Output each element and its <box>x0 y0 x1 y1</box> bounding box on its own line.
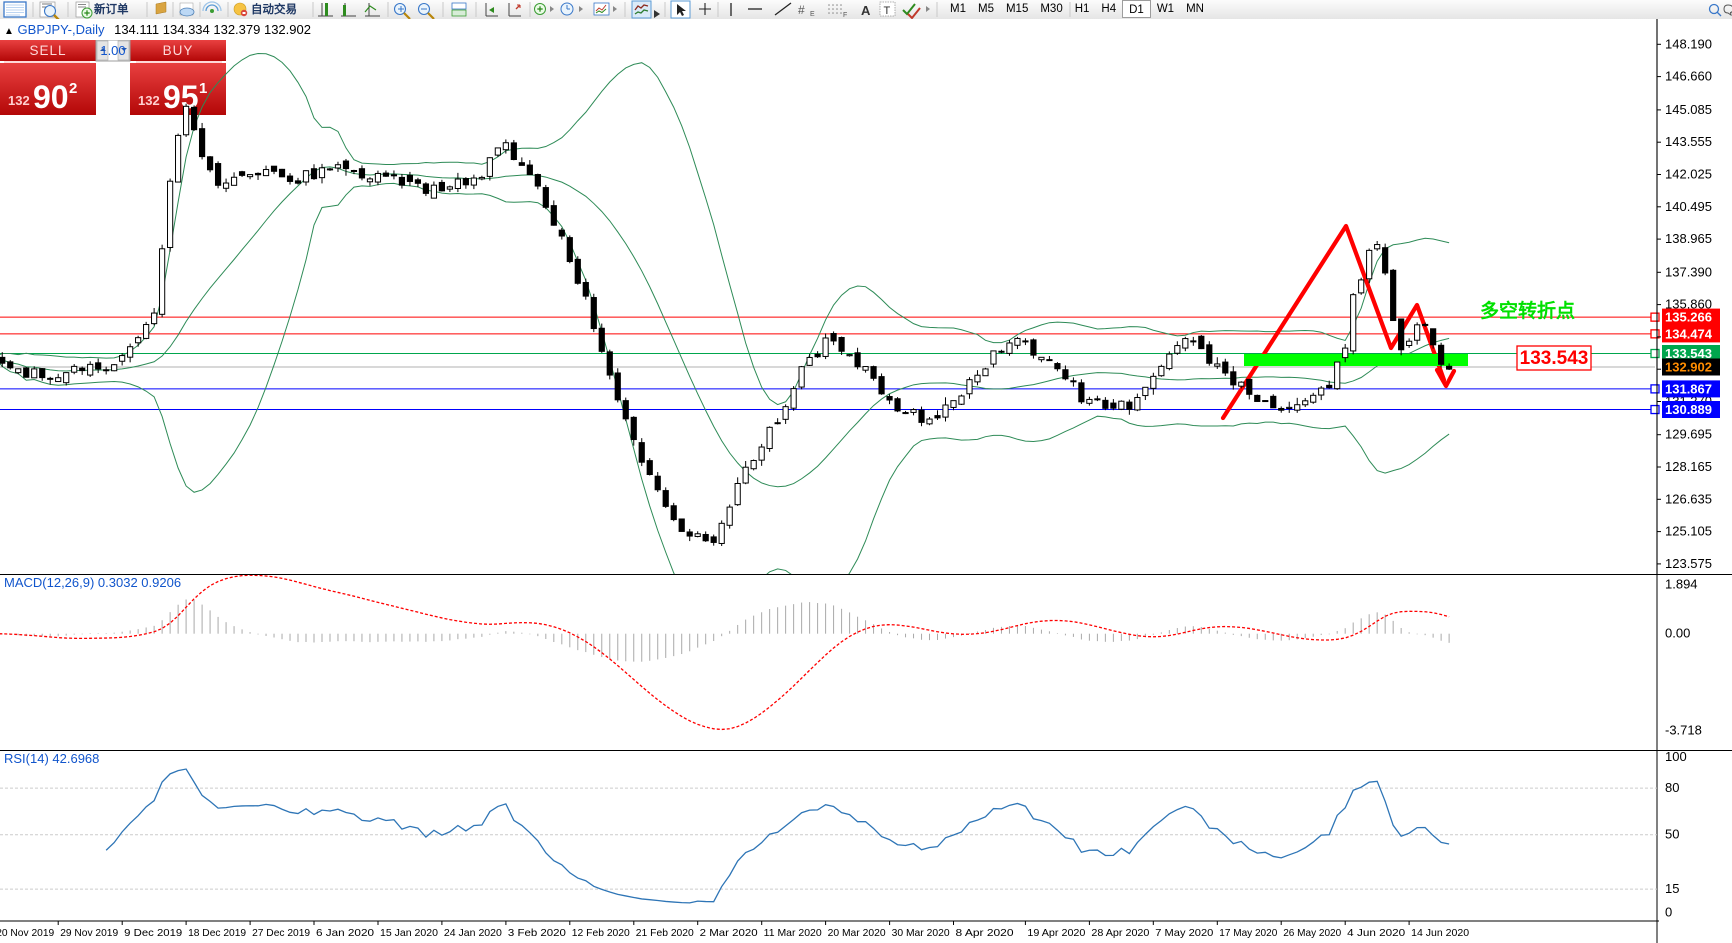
svg-text:20 Mar 2020: 20 Mar 2020 <box>828 928 886 939</box>
svg-text:132.902: 132.902 <box>1665 360 1712 375</box>
svg-text:100: 100 <box>1665 751 1687 764</box>
svg-text:新订单: 新订单 <box>94 2 129 16</box>
svg-text:134.474: 134.474 <box>1665 326 1713 341</box>
svg-text:128.165: 128.165 <box>1665 459 1712 474</box>
svg-text:2 Mar 2020: 2 Mar 2020 <box>700 928 758 939</box>
svg-text:18 Dec 2019: 18 Dec 2019 <box>188 928 246 939</box>
svg-text:RSI(14) 42.6968: RSI(14) 42.6968 <box>4 751 99 766</box>
svg-text:0: 0 <box>1665 904 1672 919</box>
svg-text:24 Jan 2020: 24 Jan 2020 <box>444 928 502 939</box>
svg-text:21 Feb 2020: 21 Feb 2020 <box>636 928 694 939</box>
svg-text:自动交易: 自动交易 <box>251 2 297 16</box>
svg-text:多空转折点: 多空转折点 <box>1480 299 1575 322</box>
svg-text:MACD(12,26,9) 0.3032 0.9206: MACD(12,26,9) 0.3032 0.9206 <box>4 575 181 590</box>
svg-text:50: 50 <box>1665 827 1679 842</box>
svg-text:F: F <box>843 12 847 19</box>
svg-text:11 Mar 2020: 11 Mar 2020 <box>764 928 822 939</box>
svg-text:20 Nov 2019: 20 Nov 2019 <box>0 928 54 939</box>
svg-text:0.00: 0.00 <box>1665 626 1690 641</box>
svg-text:1.894: 1.894 <box>1665 577 1698 592</box>
svg-text:142.025: 142.025 <box>1665 167 1712 182</box>
svg-text:80: 80 <box>1665 780 1679 795</box>
svg-text:27 Dec 2019: 27 Dec 2019 <box>252 928 310 939</box>
svg-text:148.190: 148.190 <box>1665 36 1712 51</box>
svg-text:135.266: 135.266 <box>1665 310 1712 325</box>
svg-text:-3.718: -3.718 <box>1665 722 1702 737</box>
svg-text:8 Apr 2020: 8 Apr 2020 <box>956 928 1014 939</box>
svg-text:140.495: 140.495 <box>1665 199 1712 214</box>
svg-text:129.695: 129.695 <box>1665 427 1712 442</box>
svg-text:145.085: 145.085 <box>1665 102 1712 117</box>
svg-text:4 Jun 2020: 4 Jun 2020 <box>1347 928 1405 939</box>
svg-text:3 Feb 2020: 3 Feb 2020 <box>508 928 566 939</box>
svg-text:6 Jan 2020: 6 Jan 2020 <box>316 928 374 939</box>
svg-text:26 May 2020: 26 May 2020 <box>1283 928 1341 939</box>
svg-text:E: E <box>810 11 815 18</box>
svg-text:143.555: 143.555 <box>1665 134 1712 149</box>
svg-text:138.965: 138.965 <box>1665 231 1712 246</box>
svg-text:#: # <box>798 3 805 17</box>
svg-text:29 Nov 2019: 29 Nov 2019 <box>60 928 118 939</box>
svg-text:17 May 2020: 17 May 2020 <box>1219 928 1277 939</box>
svg-text:15 Jan 2020: 15 Jan 2020 <box>380 928 438 939</box>
svg-text:9 Dec 2019: 9 Dec 2019 <box>124 928 182 939</box>
svg-text:133.543: 133.543 <box>1520 348 1589 369</box>
svg-text:137.390: 137.390 <box>1665 264 1712 279</box>
svg-text:146.660: 146.660 <box>1665 69 1712 84</box>
svg-text:14 Jun 2020: 14 Jun 2020 <box>1411 928 1469 939</box>
svg-text:7 May 2020: 7 May 2020 <box>1155 928 1213 939</box>
svg-text:30 Mar 2020: 30 Mar 2020 <box>892 928 950 939</box>
svg-text:19 Apr 2020: 19 Apr 2020 <box>1027 928 1085 939</box>
svg-text:126.635: 126.635 <box>1665 491 1712 506</box>
svg-text:125.105: 125.105 <box>1665 524 1712 539</box>
svg-text:131.867: 131.867 <box>1665 381 1712 396</box>
svg-text:T: T <box>884 5 891 17</box>
svg-text:15: 15 <box>1665 881 1679 896</box>
svg-text:28 Apr 2020: 28 Apr 2020 <box>1091 928 1149 939</box>
svg-text:12 Feb 2020: 12 Feb 2020 <box>572 928 630 939</box>
svg-text:123.575: 123.575 <box>1665 556 1712 571</box>
svg-text:130.889: 130.889 <box>1665 402 1712 417</box>
svg-text:A: A <box>861 3 871 18</box>
